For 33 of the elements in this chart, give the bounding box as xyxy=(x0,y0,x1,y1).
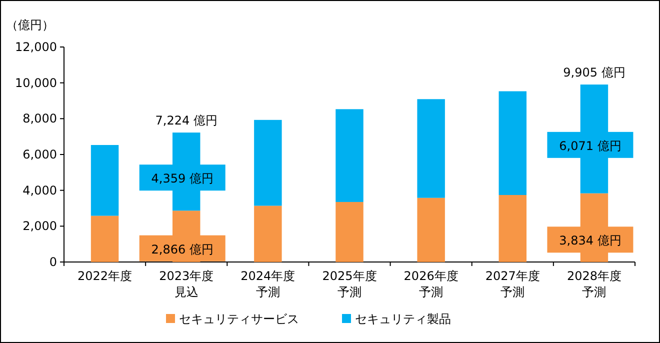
bar xyxy=(336,109,364,202)
y-tick-label: 0 xyxy=(49,255,57,269)
y-tick-label: 12,000 xyxy=(15,40,57,54)
x-tick-label: 2022年度 xyxy=(78,269,132,283)
total-label: 9,905 億円 xyxy=(563,66,626,80)
bar xyxy=(90,216,119,262)
bar xyxy=(254,120,282,206)
data-label: 6,071 億円 xyxy=(559,138,622,153)
x-tick-label: 2026年度予測 xyxy=(404,269,458,299)
data-label: 2,866 億円 xyxy=(151,242,214,256)
legend-label: セキュリティ製品 xyxy=(355,312,451,326)
total-label: 7,224 億円 xyxy=(155,114,218,128)
x-tick-label: 2024年度予測 xyxy=(240,269,296,299)
y-tick-label: 6,000 xyxy=(22,148,57,162)
x-tick-label: 2023年度見込 xyxy=(159,269,214,299)
bar xyxy=(417,99,445,198)
data-label: 3,834 億円 xyxy=(559,234,622,248)
bar xyxy=(498,194,527,262)
bar xyxy=(498,91,527,195)
legend-label: セキュリティサービス xyxy=(179,312,299,326)
bar xyxy=(254,206,282,262)
y-tick-label: 4,000 xyxy=(22,183,57,198)
x-tick-label: 2025年度予測 xyxy=(322,269,377,299)
x-tick-label: 2028年度予測 xyxy=(566,269,622,299)
y-tick-label: 10,000 xyxy=(15,76,57,90)
x-tick-label: 2027年度予測 xyxy=(485,269,540,299)
bar xyxy=(90,145,119,216)
bar xyxy=(417,198,445,262)
data-label: 4,359 億円 xyxy=(151,172,214,186)
y-axis-title: （億円） xyxy=(6,18,54,32)
y-tick-label: 8,000 xyxy=(22,112,57,126)
y-tick-label: 2,000 xyxy=(22,219,57,234)
bar xyxy=(336,202,364,262)
